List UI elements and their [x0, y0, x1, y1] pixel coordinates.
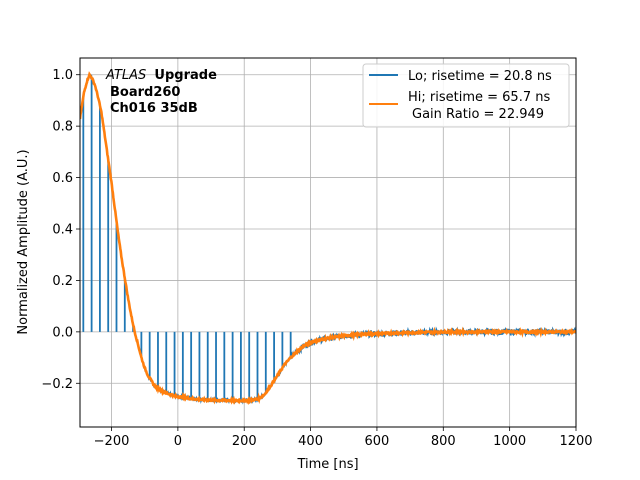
annotation-board: Board260	[110, 85, 180, 100]
series-hi	[80, 71, 576, 406]
y-tick-label: 0.2	[52, 274, 73, 289]
legend: Lo; risetime = 20.8 ns Hi; risetime = 65…	[362, 63, 570, 128]
series-layer	[80, 71, 576, 406]
legend-entry-lo: Lo; risetime = 20.8 ns	[408, 69, 552, 84]
y-tick-label: 0.8	[52, 120, 73, 135]
y-tick-label: 0.0	[52, 325, 73, 340]
y-tick-label: 0.6	[52, 171, 73, 186]
annotation-channel: Ch016 35dB	[110, 101, 198, 116]
y-tick-label: 1.0	[52, 68, 73, 83]
annotation-upgrade: Upgrade	[154, 68, 217, 83]
x-tick-label: 600	[365, 434, 390, 449]
svg-text:ATLAS Upgrade: ATLAS Upgrade	[105, 68, 217, 83]
x-tick-label: 200	[232, 434, 257, 449]
y-axis-ticks: −0.2 0.0 0.2 0.4 0.6 0.8 1.0	[41, 68, 80, 392]
x-tick-label: 1000	[493, 434, 526, 449]
x-tick-label: 400	[298, 434, 323, 449]
x-tick-label: 1200	[559, 434, 592, 449]
legend-box	[362, 63, 570, 128]
y-axis-label: Normalized Amplitude (A.U.)	[16, 149, 31, 334]
legend-entry-hi-gain: Gain Ratio = 22.949	[412, 107, 544, 122]
x-tick-label: 800	[431, 434, 456, 449]
annotation-atlas: ATLAS	[105, 68, 146, 83]
y-tick-label: −0.2	[41, 377, 73, 392]
legend-entry-hi: Hi; risetime = 65.7 ns	[408, 90, 550, 105]
x-tick-label: 0	[174, 434, 182, 449]
plot-frame	[79, 57, 577, 428]
x-tick-label: −200	[94, 434, 130, 449]
series-hi-line	[80, 71, 576, 406]
annotation-block: ATLAS Upgrade Board260 Ch016 35dB	[105, 68, 217, 116]
y-tick-label: 0.4	[52, 223, 73, 238]
x-axis-label: Time [ns]	[296, 457, 358, 472]
x-axis-ticks: −200 0 200 400 600 800 1000 1200	[94, 427, 593, 449]
